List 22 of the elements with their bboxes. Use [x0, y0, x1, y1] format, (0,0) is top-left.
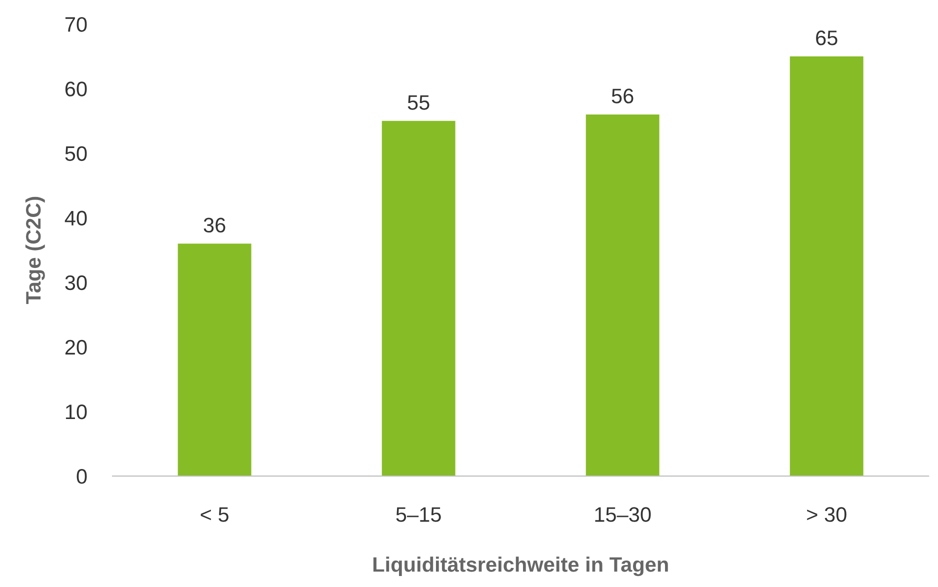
data-label: 55 [408, 95, 430, 110]
x-axis-title: Liquiditätsreichweite in Tagen [373, 556, 668, 576]
bar [790, 56, 864, 476]
bar [382, 120, 456, 476]
y-tick-label: 50 [65, 146, 87, 161]
y-tick-label: 20 [65, 340, 87, 355]
y-tick-label: 30 [65, 275, 87, 290]
x-tick-label: < 5 [200, 507, 228, 522]
bar [178, 244, 252, 476]
x-tick-label: 5–15 [396, 507, 441, 522]
y-tick-label: 0 [76, 469, 87, 484]
y-tick-label: 40 [64, 210, 87, 226]
x-tick-label: 15–30 [595, 507, 651, 522]
y-tick-label: 60 [65, 82, 87, 96]
data-label: 65 [816, 30, 838, 46]
data-label: 56 [612, 88, 634, 104]
y-tick-label: 10 [66, 404, 87, 420]
bar [586, 114, 660, 476]
y-tick-label: 70 [65, 17, 87, 32]
y-axis-title: Tage (C2C) [25, 196, 45, 304]
x-tick-label: > 30 [807, 507, 846, 522]
data-label: 36 [204, 218, 226, 233]
